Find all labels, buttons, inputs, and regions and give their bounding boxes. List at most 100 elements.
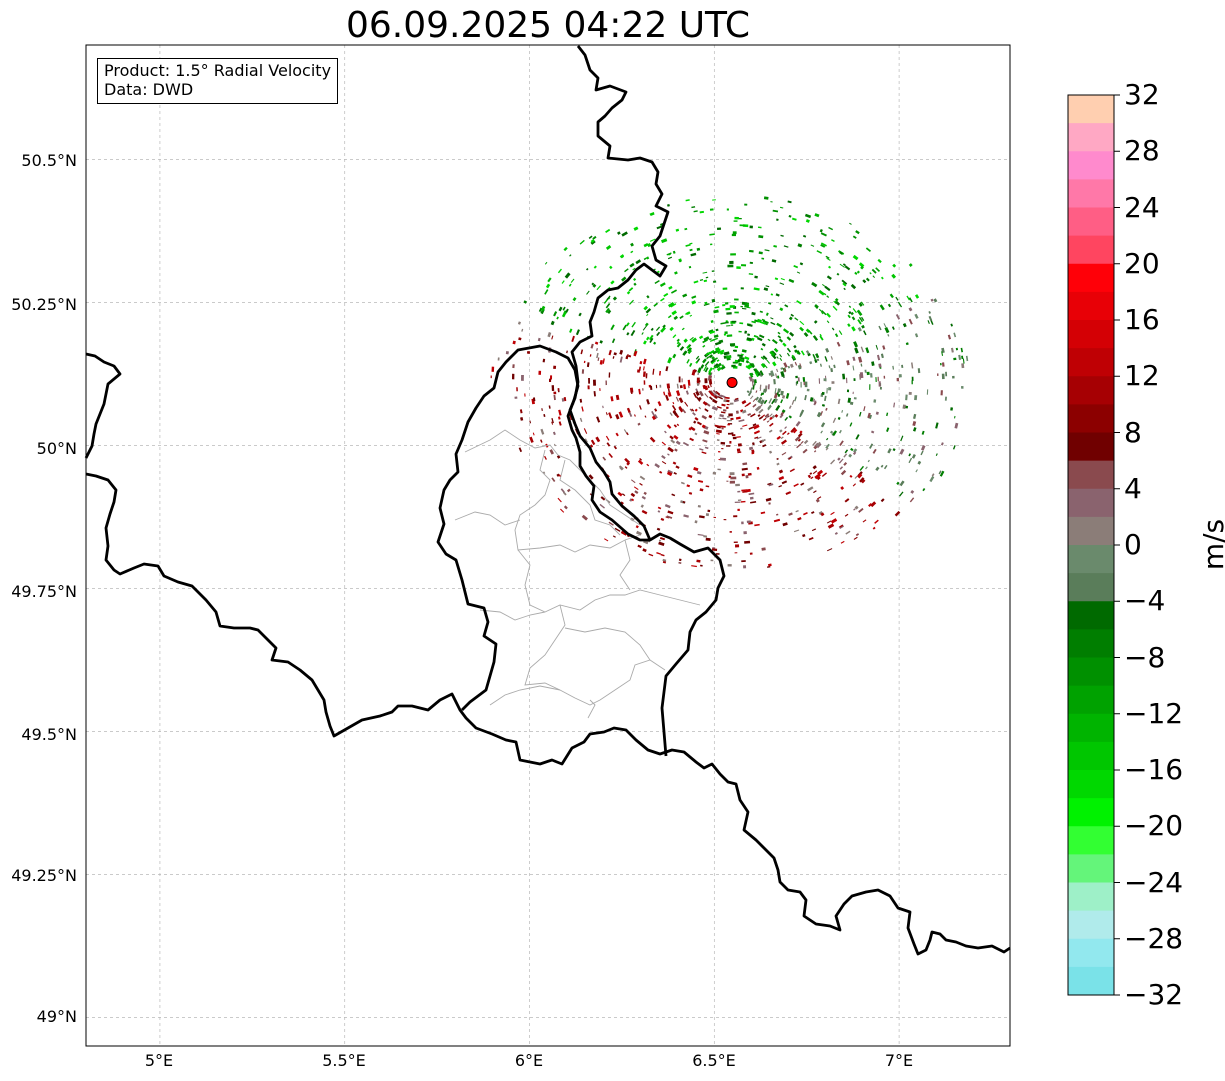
velocity-echo-pixel (748, 249, 754, 253)
velocity-echo-pixel (788, 215, 792, 218)
velocity-echo-pixel (560, 488, 565, 493)
velocity-echo-pixel (553, 391, 557, 395)
velocity-echo-pixel (726, 406, 729, 409)
velocity-echo-pixel (747, 412, 752, 417)
velocity-echo-pixel (838, 429, 842, 434)
velocity-echo-pixel (748, 426, 754, 430)
velocity-echo-pixel (558, 306, 563, 312)
velocity-echo-pixel (746, 520, 751, 524)
velocity-echo-pixel (819, 411, 823, 417)
velocity-echo-pixel (736, 266, 741, 269)
velocity-echo-pixel (652, 368, 655, 375)
velocity-echo-pixel (679, 315, 684, 319)
velocity-echo-pixel (553, 443, 556, 447)
velocity-echo-pixel (797, 438, 801, 442)
velocity-echo-pixel (718, 451, 721, 453)
velocity-echo-pixel (746, 337, 753, 342)
velocity-echo-pixel (600, 496, 606, 501)
velocity-echo-pixel (793, 344, 797, 349)
lon-label: 5°E (144, 1051, 174, 1070)
velocity-echo-pixel (860, 265, 864, 270)
velocity-echo-pixel (945, 371, 948, 377)
velocity-echo-pixel (610, 324, 615, 331)
velocity-echo-pixel (729, 441, 732, 444)
velocity-echo-pixel (659, 470, 663, 474)
velocity-echo-pixel (926, 389, 929, 395)
velocity-echo-pixel (899, 448, 905, 455)
velocity-echo-pixel (757, 414, 761, 417)
velocity-echo-pixel (523, 300, 528, 304)
velocity-echo-pixel (721, 403, 726, 407)
velocity-echo-pixel (726, 208, 729, 211)
velocity-echo-pixel (696, 247, 701, 251)
velocity-echo-pixel (839, 440, 844, 447)
velocity-echo-pixel (795, 375, 798, 379)
velocity-echo-pixel (816, 411, 822, 418)
velocity-echo-pixel (656, 225, 663, 230)
colorbar-tick-label: 20 (1124, 246, 1160, 280)
velocity-echo-pixel (762, 319, 769, 324)
velocity-echo-pixel (950, 323, 953, 327)
velocity-echo-pixel (643, 366, 645, 371)
velocity-echo-pixel (768, 483, 774, 487)
velocity-echo-pixel (529, 420, 532, 424)
velocity-echo-pixel (854, 347, 859, 354)
velocity-echo-pixel (557, 497, 562, 503)
velocity-echo-pixel (764, 413, 770, 418)
velocity-echo-pixel (700, 564, 703, 567)
velocity-echo-pixel (795, 509, 799, 513)
velocity-echo-pixel (773, 244, 778, 248)
velocity-echo-pixel (846, 377, 848, 384)
velocity-echo-pixel (579, 239, 585, 245)
velocity-echo-pixel (812, 440, 817, 446)
velocity-echo-pixel (660, 297, 665, 302)
velocity-echo-pixel (941, 351, 944, 356)
velocity-echo-pixel (667, 510, 674, 515)
velocity-echo-pixel (593, 391, 596, 397)
velocity-echo-pixel (763, 363, 768, 369)
velocity-echo-pixel (605, 228, 611, 234)
velocity-echo-pixel (547, 332, 552, 338)
velocity-echo-pixel (894, 510, 901, 517)
velocity-echo-pixel (673, 315, 679, 321)
velocity-echo-pixel (859, 477, 865, 483)
velocity-echo-pixel (819, 229, 823, 233)
velocity-echo-pixel (872, 526, 876, 530)
velocity-echo-pixel (775, 404, 781, 412)
velocity-echo-pixel (740, 305, 743, 308)
velocity-echo-pixel (590, 439, 596, 446)
velocity-echo-pixel (707, 509, 711, 513)
velocity-echo-pixel (861, 324, 865, 329)
velocity-echo-pixel (615, 394, 620, 401)
velocity-echo-pixel (643, 242, 649, 248)
velocity-echo-pixel (729, 531, 732, 533)
velocity-echo-pixel (561, 311, 567, 318)
velocity-echo-pixel (955, 347, 959, 351)
velocity-echo-pixel (579, 398, 583, 403)
velocity-echo-pixel (532, 397, 536, 402)
velocity-echo-pixel (911, 454, 916, 459)
velocity-echo-pixel (672, 461, 677, 465)
velocity-echo-pixel (678, 558, 682, 562)
velocity-echo-pixel (590, 343, 594, 349)
velocity-echo-pixel (713, 334, 719, 338)
colorbar-segment (1068, 573, 1114, 602)
velocity-echo-pixel (891, 326, 895, 330)
velocity-echo-pixel (565, 308, 569, 313)
velocity-echo-pixel (787, 200, 792, 204)
velocity-echo-pixel (773, 379, 776, 385)
velocity-echo-pixel (784, 426, 787, 429)
velocity-echo-pixel (597, 357, 600, 361)
velocity-echo-pixel (723, 519, 727, 521)
velocity-echo-pixel (733, 541, 738, 544)
velocity-echo-pixel (759, 310, 763, 314)
velocity-echo-pixel (774, 388, 777, 394)
velocity-echo-pixel (761, 438, 766, 443)
velocity-echo-pixel (763, 196, 769, 200)
velocity-echo-pixel (569, 414, 573, 421)
velocity-echo-pixel (599, 503, 605, 509)
velocity-echo-pixel (715, 390, 721, 396)
velocity-echo-pixel (864, 369, 867, 373)
velocity-echo-pixel (722, 287, 728, 290)
velocity-echo-pixel (789, 468, 795, 473)
